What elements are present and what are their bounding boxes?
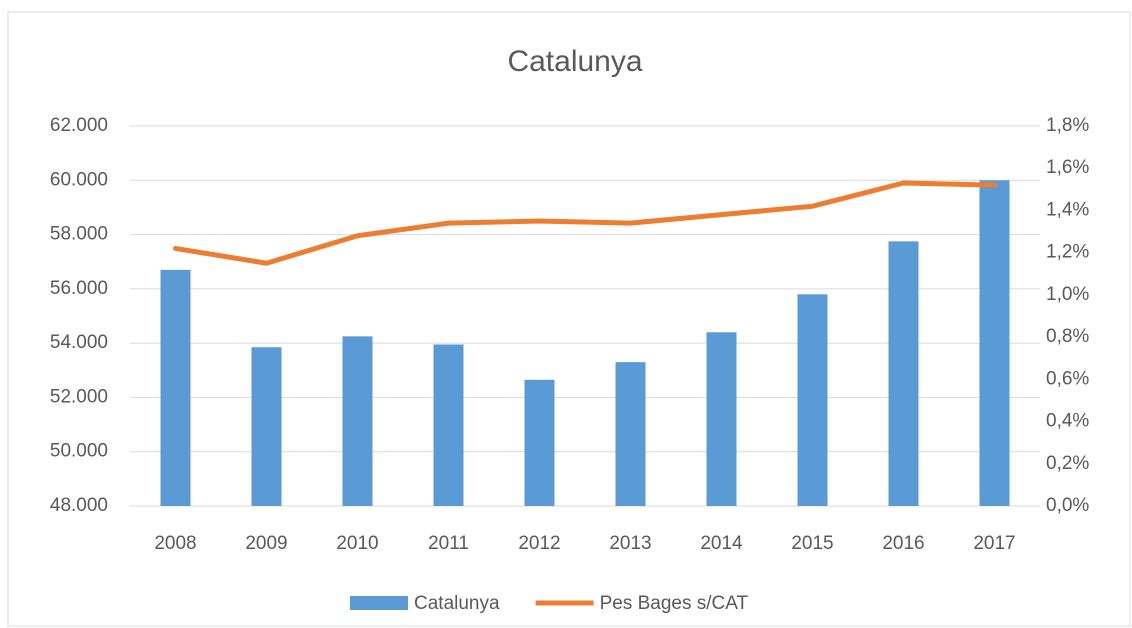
bar (342, 336, 373, 506)
x-tick-label: 2012 (518, 533, 560, 554)
y2-tick-label: 1,0% (1046, 284, 1089, 305)
x-tick-label: 2010 (336, 533, 378, 554)
bar (797, 294, 828, 506)
x-tick-label: 2015 (791, 533, 833, 554)
y2-tick-label: 0,6% (1046, 368, 1089, 389)
y2-tick-label: 1,2% (1046, 242, 1089, 263)
x-tick-label: 2013 (609, 533, 651, 554)
y-tick-label: 50.000 (50, 441, 108, 462)
bar (979, 180, 1010, 507)
y2-tick-label: 0,8% (1046, 326, 1089, 347)
legend-label: Pes Bages s/CAT (600, 593, 749, 614)
x-tick-label: 2011 (428, 533, 469, 554)
y-tick-label: 52.000 (50, 386, 108, 407)
bar (433, 344, 464, 506)
y-tick-label: 54.000 (50, 332, 108, 353)
bar (251, 347, 282, 506)
y2-tick-label: 0,4% (1046, 411, 1089, 432)
bar (524, 379, 555, 506)
x-tick-label: 2017 (973, 533, 1015, 554)
chart-frame (7, 11, 1131, 627)
y-tick-label: 48.000 (50, 495, 108, 516)
x-tick-label: 2009 (245, 533, 287, 554)
line (173, 180, 997, 266)
x-tick-label: 2016 (882, 533, 924, 554)
bar (888, 241, 919, 506)
y2-tick-label: 1,8% (1046, 115, 1089, 136)
legend-swatch (350, 596, 408, 610)
y2-tick-label: 1,6% (1046, 157, 1089, 178)
bar (615, 362, 646, 506)
y2-tick-label: 1,4% (1046, 199, 1089, 220)
y-tick-label: 58.000 (50, 224, 108, 245)
y-tick-label: 56.000 (50, 278, 108, 299)
x-tick-label: 2014 (700, 533, 743, 554)
y2-tick-label: 0,0% (1046, 495, 1089, 516)
bar (706, 332, 737, 506)
bar (160, 269, 191, 506)
chart-title: Catalunya (507, 45, 642, 78)
legend-label: Catalunya (414, 593, 500, 614)
x-tick-label: 2008 (154, 533, 196, 554)
y2-tick-label: 0,2% (1046, 453, 1089, 474)
y-tick-label: 60.000 (50, 169, 108, 190)
y-tick-label: 62.000 (50, 115, 108, 136)
